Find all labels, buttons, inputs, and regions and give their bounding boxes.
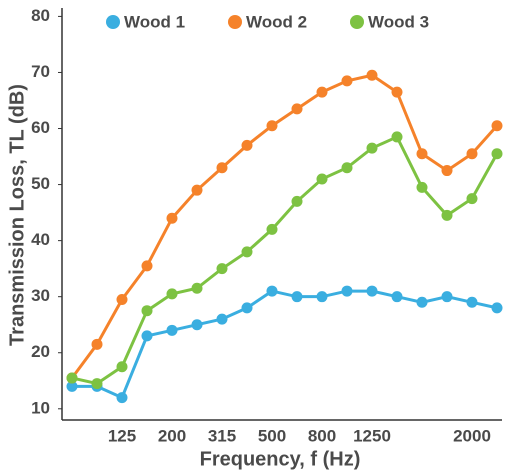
legend-label: Wood 2 bbox=[246, 12, 307, 31]
data-point bbox=[491, 302, 503, 314]
data-point bbox=[141, 305, 153, 317]
data-point bbox=[216, 313, 228, 325]
data-point bbox=[166, 288, 178, 300]
data-point bbox=[141, 260, 153, 272]
data-point bbox=[191, 282, 203, 294]
data-point bbox=[341, 162, 353, 174]
data-point bbox=[116, 293, 128, 305]
series-line bbox=[72, 289, 498, 400]
data-point bbox=[416, 181, 428, 193]
data-point bbox=[241, 139, 253, 151]
x-tick-label: 500 bbox=[258, 426, 286, 445]
y-tick-label: 10 bbox=[31, 398, 50, 417]
legend-label: Wood 3 bbox=[368, 12, 429, 31]
y-axis-title: Transmission Loss, TL (dB) bbox=[6, 84, 28, 346]
y-tick-label: 40 bbox=[31, 230, 50, 249]
data-point bbox=[391, 291, 403, 303]
data-point bbox=[216, 263, 228, 275]
x-tick-label: 2000 bbox=[453, 426, 491, 445]
data-point bbox=[191, 184, 203, 196]
data-point bbox=[266, 223, 278, 235]
data-point bbox=[266, 285, 278, 297]
x-tick-label: 200 bbox=[158, 426, 186, 445]
data-point bbox=[341, 285, 353, 297]
x-tick-label: 125 bbox=[108, 426, 136, 445]
data-point bbox=[291, 195, 303, 207]
data-point bbox=[141, 330, 153, 342]
legend-marker bbox=[228, 15, 242, 29]
legend-label: Wood 1 bbox=[124, 12, 185, 31]
series-line bbox=[71, 134, 499, 386]
data-point bbox=[491, 120, 503, 132]
data-point bbox=[166, 212, 178, 224]
y-tick-label: 30 bbox=[31, 286, 50, 305]
data-point bbox=[441, 291, 453, 303]
data-point bbox=[291, 103, 303, 115]
y-tick-label: 20 bbox=[31, 342, 50, 361]
data-point bbox=[441, 165, 453, 177]
data-point bbox=[116, 392, 128, 404]
data-point bbox=[241, 246, 253, 258]
data-point bbox=[391, 86, 403, 98]
data-point bbox=[241, 302, 253, 314]
data-point bbox=[366, 69, 378, 81]
data-point bbox=[316, 86, 328, 98]
data-point bbox=[441, 209, 453, 221]
data-point bbox=[66, 372, 78, 384]
x-tick-label: 1250 bbox=[353, 426, 391, 445]
data-point bbox=[91, 338, 103, 350]
data-point bbox=[391, 131, 403, 143]
data-point bbox=[116, 361, 128, 373]
data-point bbox=[366, 142, 378, 154]
data-point bbox=[216, 162, 228, 174]
data-point bbox=[366, 285, 378, 297]
data-point bbox=[491, 148, 503, 160]
data-point bbox=[91, 378, 103, 390]
y-tick-label: 60 bbox=[31, 118, 50, 137]
data-point bbox=[416, 296, 428, 308]
data-point bbox=[466, 148, 478, 160]
y-tick-label: 70 bbox=[31, 62, 50, 81]
data-point bbox=[316, 291, 328, 303]
data-point bbox=[166, 324, 178, 336]
x-axis-title: Frequency, f (Hz) bbox=[200, 448, 361, 470]
data-point bbox=[291, 291, 303, 303]
legend-marker bbox=[106, 15, 120, 29]
x-tick-label: 315 bbox=[208, 426, 236, 445]
y-tick-label: 50 bbox=[31, 174, 50, 193]
data-point bbox=[416, 148, 428, 160]
data-point bbox=[466, 296, 478, 308]
data-point bbox=[66, 380, 78, 392]
legend-marker bbox=[350, 15, 364, 29]
data-point bbox=[191, 319, 203, 331]
data-point bbox=[266, 120, 278, 132]
x-tick-label: 800 bbox=[308, 426, 336, 445]
y-tick-label: 80 bbox=[31, 6, 50, 25]
data-point bbox=[341, 75, 353, 87]
data-point bbox=[316, 173, 328, 185]
data-point bbox=[466, 193, 478, 205]
